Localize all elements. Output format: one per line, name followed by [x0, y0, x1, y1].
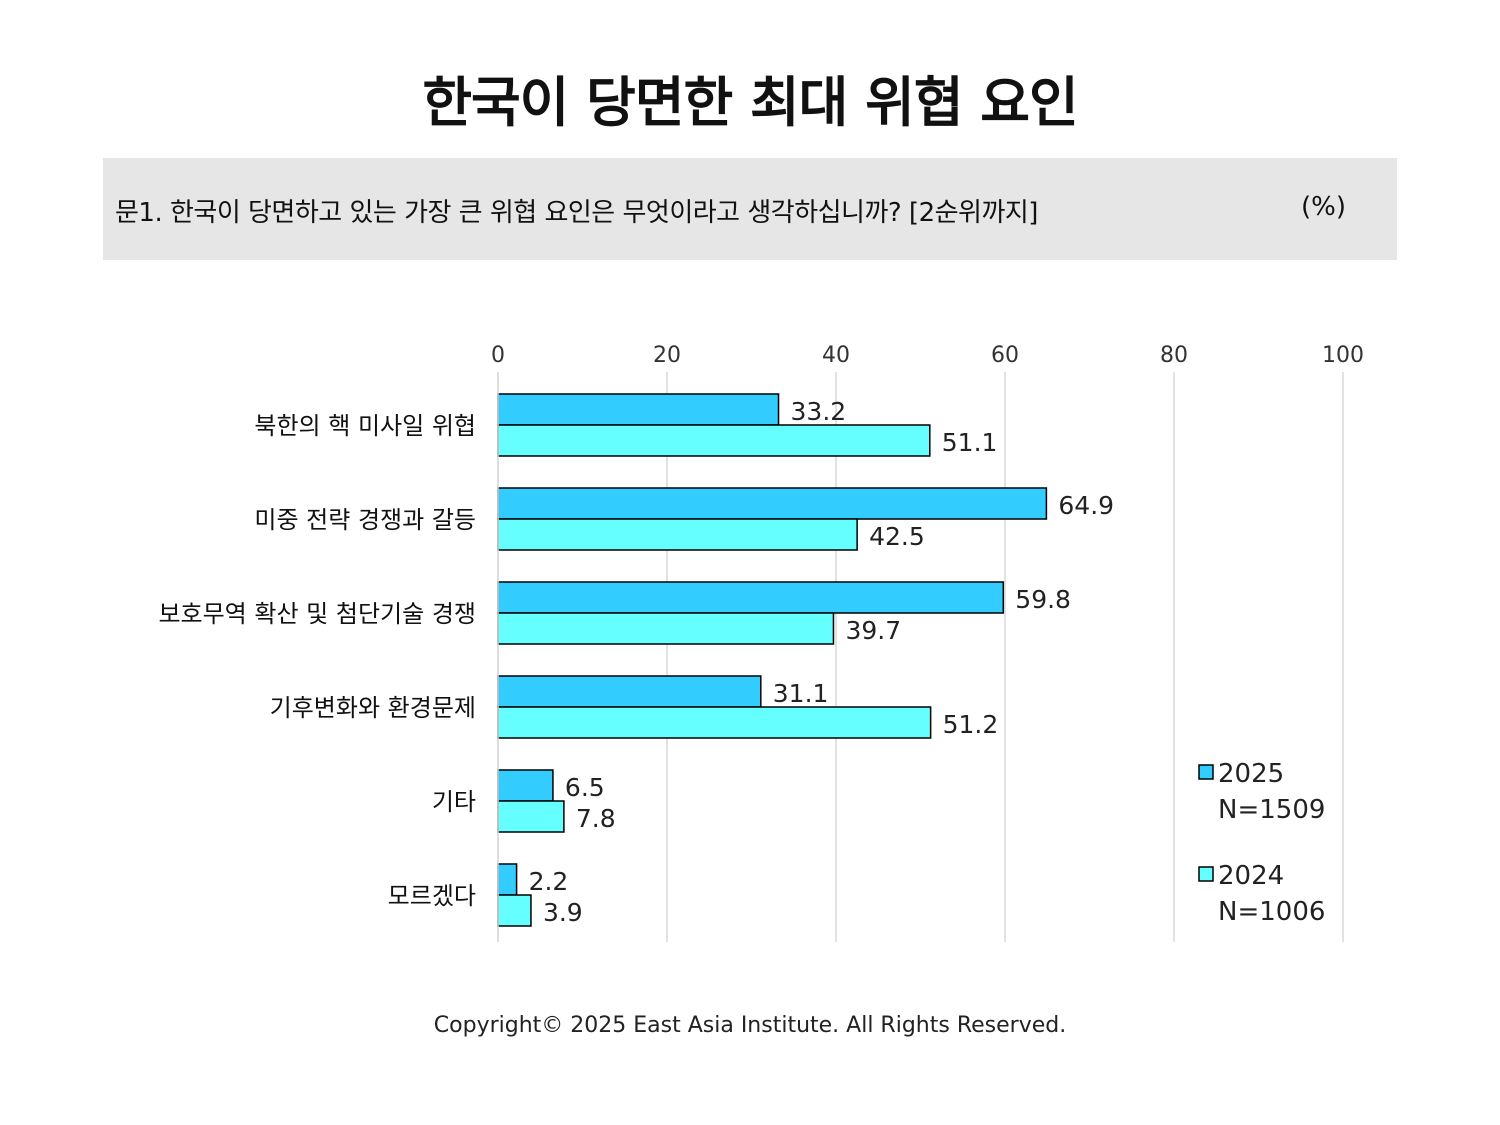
unit-label: (%) [1301, 192, 1346, 222]
bar-2024 [497, 612, 835, 645]
bar-2025 [497, 487, 1048, 520]
bar-2024 [497, 424, 931, 457]
category-label: 기타 [432, 788, 476, 816]
x-tick-label: 20 [653, 343, 681, 368]
bar-2025 [497, 393, 780, 426]
data-label: 31.1 [773, 679, 829, 708]
bar-chart: 0 20 40 60 80 100 북한의 핵 미사일 위협 33.2 51.1 미중 전략 경쟁… [158, 343, 1364, 942]
bar-2024 [497, 518, 858, 551]
question-box: 문1. 한국이 당면하고 있는 가장 큰 위협 요인은 무엇이라고 생각하십니까… [103, 158, 1397, 260]
x-tick-label: 40 [822, 343, 850, 368]
bar-2024 [497, 706, 932, 739]
data-label: 51.1 [942, 428, 998, 457]
bar-2024 [497, 894, 532, 927]
data-label: 33.2 [791, 397, 847, 426]
question-text: 문1. 한국이 당면하고 있는 가장 큰 위협 요인은 무엇이라고 생각하십니까… [115, 198, 1038, 228]
legend-label: 2024 [1218, 861, 1284, 891]
data-label: 64.9 [1058, 491, 1114, 520]
bar-2025 [497, 863, 518, 896]
data-label: 51.2 [943, 710, 999, 739]
data-label: 3.9 [543, 898, 583, 927]
data-label: 7.8 [576, 804, 616, 833]
legend-sample-size: N=1509 [1218, 795, 1325, 825]
copyright-text: Copyright© 2025 East Asia Institute. All… [433, 1013, 1067, 1038]
x-tick-label: 100 [1322, 343, 1364, 368]
legend-swatch-2024 [1198, 866, 1214, 882]
bar-2025 [497, 675, 762, 708]
category-label: 기후변화와 환경문제 [270, 694, 476, 722]
data-label: 42.5 [869, 522, 925, 551]
data-label: 2.2 [529, 867, 569, 896]
category-label: 보호무역 확산 및 첨단기술 경쟁 [158, 600, 476, 628]
category-label: 북한의 핵 미사일 위협 [254, 412, 476, 440]
x-tick-label: 0 [491, 343, 505, 368]
chart-title: 한국이 당면한 최대 위협 요인 [422, 71, 1078, 134]
bar-2025 [497, 769, 554, 802]
x-tick-label: 60 [991, 343, 1019, 368]
legend-sample-size: N=1006 [1218, 897, 1325, 927]
legend-label: 2025 [1218, 759, 1284, 789]
bar-2024 [497, 800, 565, 833]
data-label: 59.8 [1015, 585, 1071, 614]
bar-2025 [497, 581, 1005, 614]
category-label: 미중 전략 경쟁과 갈등 [254, 506, 476, 534]
legend-swatch-2025 [1198, 764, 1214, 780]
category-label: 모르겠다 [388, 882, 476, 910]
data-label: 39.7 [845, 616, 901, 645]
data-label: 6.5 [565, 773, 605, 802]
x-tick-label: 80 [1160, 343, 1188, 368]
